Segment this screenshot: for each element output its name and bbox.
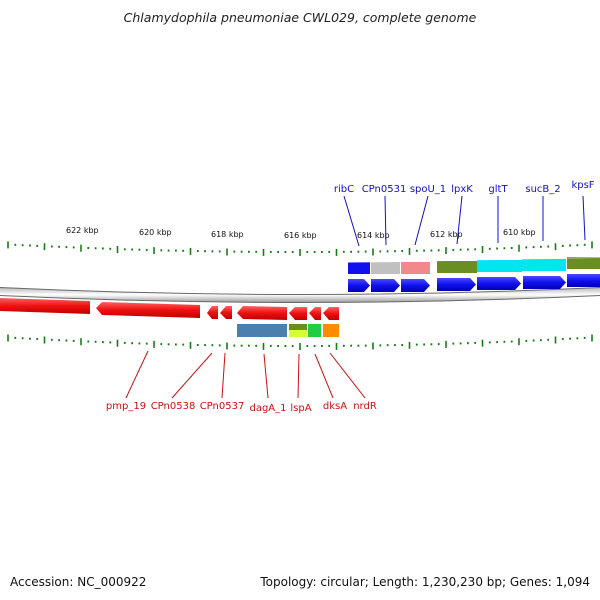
forward-feature-band xyxy=(347,257,600,274)
gene-label-CPn0538: CPn0538 xyxy=(151,401,196,412)
feature-block xyxy=(567,257,600,269)
scale-label: 620 kbp xyxy=(139,228,172,237)
gene-label-nrdR: nrdR xyxy=(353,401,377,412)
cds-arrow-forward xyxy=(477,277,521,290)
scale-label: 614 kbp xyxy=(357,231,390,240)
cds-arrow-forward xyxy=(437,278,476,291)
feature-block xyxy=(308,324,321,337)
gene-label-spoU_1: spoU_1 xyxy=(410,184,446,195)
map-title: Chlamydophila pneumoniae CWL029, complet… xyxy=(123,10,477,25)
feature-block xyxy=(237,324,287,337)
feature-block xyxy=(348,262,370,274)
top-callout-lines xyxy=(343,195,586,247)
scale-labels: 622 kbp 620 kbp 618 kbp 616 kbp 614 kbp … xyxy=(66,226,536,240)
gene-label-lpxK: lpxK xyxy=(451,184,473,195)
cds-arrow-reverse xyxy=(220,306,232,319)
cds-arrow-reverse xyxy=(309,307,321,320)
scale-label: 612 kbp xyxy=(430,230,463,239)
lower-scale-ticks xyxy=(7,334,593,350)
cds-arrow-forward xyxy=(567,274,600,287)
cds-arrow-forward xyxy=(523,276,566,289)
gene-label-dksA: dksA xyxy=(323,401,347,412)
accession-text: Accession: NC_000922 xyxy=(10,575,147,589)
gene-label-kpsF: kpsF xyxy=(571,180,594,191)
gene-label-gltT: gltT xyxy=(488,184,508,195)
gene-label-ribC: ribC xyxy=(334,184,354,195)
gene-label-sucB_2: sucB_2 xyxy=(525,184,560,195)
cds-arrow-reverse xyxy=(323,307,339,320)
genome-backbone xyxy=(0,286,600,303)
cds-arrow-reverse xyxy=(207,306,218,319)
feature-block xyxy=(437,261,477,273)
cds-arrow-reverse xyxy=(96,302,200,318)
gene-label-CPn0537: CPn0537 xyxy=(200,401,245,412)
feature-block xyxy=(522,259,566,271)
cds-arrow-reverse xyxy=(237,306,287,320)
cds-arrow-reverse xyxy=(0,298,90,314)
feature-block xyxy=(401,262,430,274)
genome-summary-text: Topology: circular; Length: 1,230,230 bp… xyxy=(260,575,590,589)
feature-block xyxy=(323,324,339,337)
top-gene-labels: ribC CPn0531 spoU_1 lpxK gltT sucB_2 kps… xyxy=(334,180,595,195)
feature-block xyxy=(477,260,522,272)
bottom-callout-lines xyxy=(125,350,366,399)
gene-label-pmp_19: pmp_19 xyxy=(106,401,146,412)
scale-label: 618 kbp xyxy=(211,230,244,239)
reverse-feature-band xyxy=(237,324,339,337)
feature-block xyxy=(289,330,307,337)
cds-arrow-reverse xyxy=(289,307,307,320)
scale-label: 610 kbp xyxy=(503,228,536,237)
scale-label: 622 kbp xyxy=(66,226,99,235)
forward-cds-arrows xyxy=(348,274,600,292)
scale-label: 616 kbp xyxy=(284,231,317,240)
feature-block xyxy=(371,262,400,274)
reverse-cds-arrows xyxy=(0,298,339,320)
cds-arrow-forward xyxy=(348,279,370,292)
feature-block xyxy=(289,324,307,330)
bottom-gene-labels: pmp_19 CPn0538 CPn0537 dagA_1 lspA dksA … xyxy=(106,401,377,414)
cds-arrow-forward xyxy=(401,279,430,292)
upper-scale-ticks xyxy=(7,241,593,256)
gene-label-CPn0531: CPn0531 xyxy=(362,184,407,195)
gene-label-lspA: lspA xyxy=(290,403,311,414)
cds-arrow-forward xyxy=(371,279,400,292)
gene-label-dagA_1: dagA_1 xyxy=(249,403,286,414)
